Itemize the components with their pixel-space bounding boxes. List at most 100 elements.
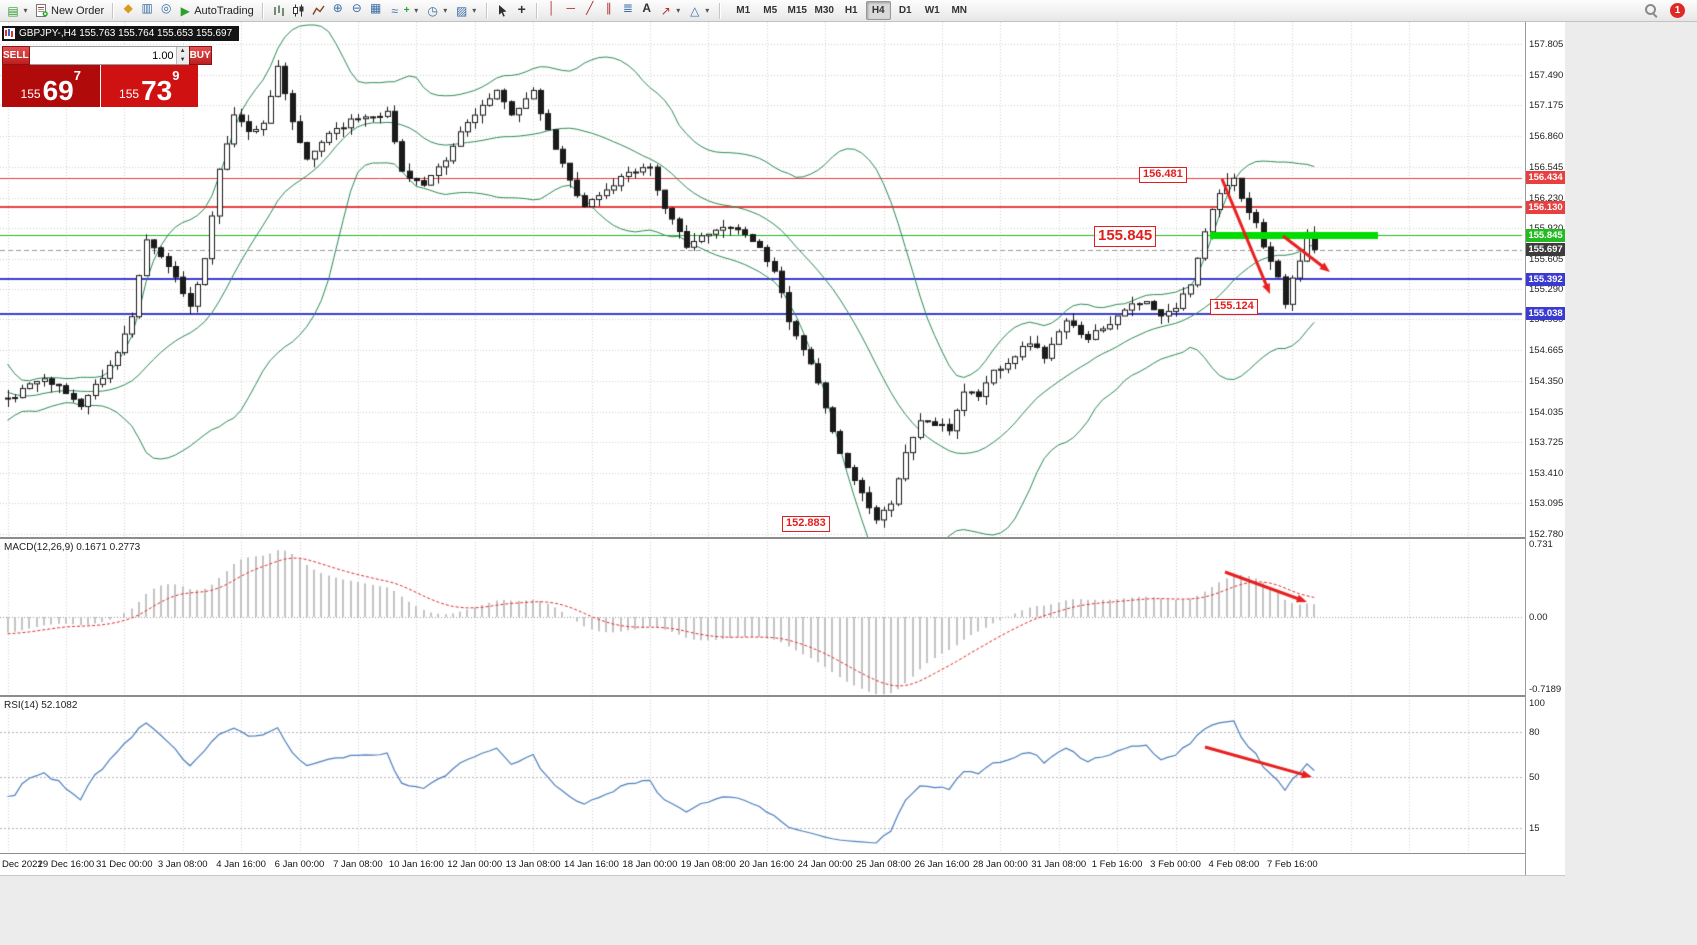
channel-tool-icon[interactable]: ∥ [605, 0, 612, 15]
line-chart-icon[interactable] [309, 2, 328, 20]
horizontal-line-tool-icon[interactable]: ─ [566, 0, 575, 15]
navigator-icon[interactable]: ◎ [160, 0, 172, 15]
text-tool-icon[interactable]: A [642, 0, 652, 15]
new-order-icon [36, 4, 48, 17]
price-axis-label: 157.490 [1529, 69, 1564, 81]
time-axis-label: 6 Jan 00:00 [274, 859, 325, 870]
time-axis-label: 29 Dec 16:00 [37, 859, 95, 870]
price-axis-label: 154.665 [1529, 345, 1564, 357]
cursor-icon[interactable] [493, 2, 512, 20]
macd-axis-label: 0.731 [1529, 538, 1553, 550]
time-axis-label: 19 Jan 08:00 [680, 859, 736, 870]
price-axis: 157.805 157.490 157.175 156.860 156.545 156.2… [1525, 22, 1565, 875]
price-annotation[interactable]: 155.124 [1210, 299, 1258, 315]
notification-badge[interactable]: 1 [1670, 3, 1685, 18]
price-axis-label: 155.605 [1529, 253, 1564, 265]
arrows-tool-button[interactable]: ↗ ▾ [657, 2, 685, 20]
time-axis-label: 3 Jan 08:00 [157, 859, 208, 870]
timeframe-d1-button[interactable]: D1 [898, 5, 912, 16]
price-annotation[interactable]: 156.481 [1139, 167, 1187, 183]
rsi-axis-label: 50 [1529, 771, 1540, 783]
arrows-tool-icon: ↗ [660, 3, 671, 18]
bottom-filler [0, 875, 1565, 945]
timeframe-w1-button[interactable]: W1 [924, 5, 940, 16]
chevron-down-icon: ▾ [472, 5, 477, 15]
tile-windows-icon[interactable]: ▦ [370, 0, 382, 15]
chevron-down-icon: ▾ [23, 5, 28, 15]
price-axis-label: 155.290 [1529, 284, 1564, 296]
candlestick-chart-icon[interactable] [289, 2, 308, 20]
volume-increase-button[interactable]: ▲ [176, 47, 189, 56]
price-axis-label: 153.095 [1529, 498, 1564, 510]
search-icon[interactable] [1644, 3, 1659, 18]
timeframe-h4-button[interactable]: H4 [865, 1, 891, 20]
sell-button[interactable]: SELL [2, 46, 30, 65]
buy-button[interactable]: BUY [188, 46, 212, 65]
chevron-down-icon: ▾ [705, 5, 710, 15]
periods-button[interactable]: ◷ ▾ [424, 2, 452, 20]
volume-input[interactable] [29, 47, 176, 64]
trendline-tool-icon[interactable]: ╱ [586, 0, 594, 15]
templates-button[interactable]: ▨ ▾ [453, 2, 481, 20]
time-axis: Dec 2021 29 Dec 16:00 31 Dec 00:00 3 Jan 08… [0, 853, 1525, 875]
price-axis-label: 157.175 [1529, 100, 1564, 112]
buy-price-display[interactable]: 155 73 9 [100, 65, 198, 107]
buy-price-base: 155 [119, 87, 140, 101]
time-axis-label: 4 Feb 08:00 [1208, 859, 1260, 870]
indicators-button[interactable]: ≈ + ▾ [386, 2, 423, 20]
price-annotation[interactable]: 155.845 [1094, 226, 1157, 247]
sell-price-sup: 7 [73, 68, 81, 83]
data-window-icon[interactable]: ▥ [141, 0, 153, 15]
shapes-tool-button[interactable]: △ ▾ [686, 2, 714, 20]
chevron-down-icon: ▾ [676, 5, 681, 15]
timeframe-mn-button[interactable]: MN [951, 5, 967, 16]
macd-label: MACD(12,26,9) 0.1671 0.2773 [4, 542, 141, 553]
vertical-line-tool-icon[interactable]: │ [547, 0, 556, 15]
metaeditor-icon[interactable]: ◆ [123, 0, 133, 15]
bar-chart-icon[interactable] [269, 2, 288, 20]
buy-price-big: 73 [141, 75, 173, 107]
chart-info-bar: GBPJPY-,H4 155.763 155.764 155.653 155.6… [2, 26, 240, 41]
main-chart-canvas[interactable] [0, 22, 1525, 537]
zoom-in-icon[interactable]: ⊕ [332, 0, 343, 15]
price-tag: 155.038 [1526, 307, 1565, 321]
rsi-panel-canvas[interactable] [0, 697, 1525, 853]
price-annotation[interactable]: 152.883 [782, 516, 830, 532]
timeframe-m1-button[interactable]: M1 [736, 5, 751, 16]
time-axis-label: 7 Feb 16:00 [1266, 859, 1318, 870]
volume-decrease-button[interactable]: ▼ [176, 55, 189, 64]
price-tag: 155.392 [1526, 272, 1565, 286]
autotrading-label: AutoTrading [194, 4, 254, 17]
main-toolbar: ▤ ▾ New Order ◆ ▥ ◎ ▶ AutoTrading ⊕ ⊖ ▦ … [0, 0, 1697, 22]
new-order-button[interactable]: New Order [33, 2, 107, 20]
timeframe-group: M1 M5 M15 M30 H1 H4 D1 W1 MN [730, 1, 973, 20]
sell-price-display[interactable]: 155 69 7 [2, 65, 100, 107]
autotrading-button[interactable]: ▶ AutoTrading [176, 2, 257, 20]
time-axis-label: 14 Jan 16:00 [564, 859, 619, 870]
panel-separator[interactable] [0, 537, 1565, 540]
zoom-out-icon[interactable]: ⊖ [351, 0, 362, 15]
timeframe-m15-button[interactable]: M15 [787, 5, 807, 16]
panel-separator[interactable] [0, 695, 1565, 698]
macd-axis-label: 0.00 [1529, 612, 1548, 623]
time-axis-label: 10 Jan 16:00 [388, 859, 444, 870]
toolbar-separator [485, 2, 488, 19]
timeframe-m5-button[interactable]: M5 [763, 5, 778, 16]
timeframe-m30-button[interactable]: M30 [814, 5, 834, 16]
toolbar-separator [261, 2, 264, 19]
crosshair-icon[interactable]: + [517, 0, 526, 17]
macd-panel-canvas[interactable] [0, 539, 1525, 695]
rsi-axis-label: 80 [1529, 727, 1540, 739]
plus-icon: + [403, 4, 410, 16]
new-order-label: New Order [51, 4, 105, 17]
new-chart-button[interactable]: ▤ ▾ [4, 2, 32, 20]
price-tag: 156.130 [1526, 200, 1565, 214]
time-axis-label: 24 Jan 00:00 [797, 859, 853, 870]
time-axis-label: 7 Jan 08:00 [333, 859, 383, 870]
indicators-icon: ≈ [391, 3, 399, 18]
timeframe-h1-button[interactable]: H1 [844, 5, 858, 16]
price-axis-label: 153.725 [1529, 436, 1564, 448]
shapes-tool-icon: △ [690, 3, 700, 18]
fibonacci-tool-icon[interactable]: ≣ [622, 0, 633, 15]
